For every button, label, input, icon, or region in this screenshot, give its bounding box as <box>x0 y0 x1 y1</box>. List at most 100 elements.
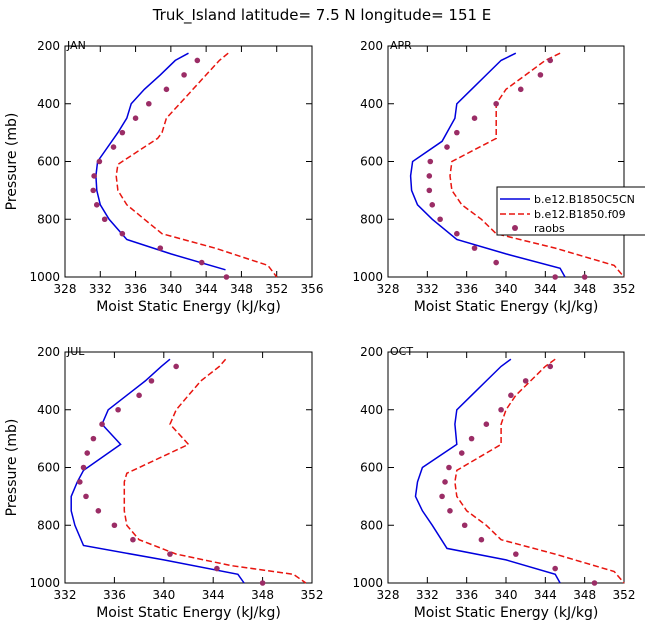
raobs-point-jul <box>83 493 89 500</box>
x-axis-label-jan: Moist Static Energy (kJ/kg) <box>96 299 281 315</box>
x-tick-label-jan: 348 <box>230 282 253 296</box>
y-tick-label-jul: 200 <box>37 345 60 359</box>
x-tick-label-oct: 332 <box>416 588 439 602</box>
raobs-point-apr <box>427 158 434 165</box>
raobs-point-apr <box>437 216 443 223</box>
x-tick-label-apr: 348 <box>573 282 596 296</box>
raobs-point-apr <box>471 115 478 121</box>
raobs-point-apr <box>493 100 499 107</box>
raobs-point-jul <box>84 450 91 456</box>
legend-box <box>496 186 645 236</box>
x-tick-label-jul: 332 <box>54 588 77 602</box>
raobs-point-apr <box>444 144 450 150</box>
panel-title-jan: JAN <box>66 39 86 52</box>
raobs-point-apr <box>547 57 554 64</box>
panel-oct: OCT 328 332 336 340 344 348 352 200 400 600 800 1000… <box>352 345 635 621</box>
x-tick-label-jan: 352 <box>265 282 288 296</box>
raobs-point-apr <box>454 230 460 237</box>
figure-title: Truk_Island latitude= 7.5 N longitude= 1… <box>152 6 492 25</box>
raobs-point-oct <box>458 450 465 456</box>
x-tick-label-oct: 340 <box>495 588 518 602</box>
plot-frame-apr <box>387 45 625 278</box>
raobs-point-jul <box>111 522 118 529</box>
raobs-point-oct <box>513 551 519 557</box>
y-tick-label-oct: 1000 <box>352 576 383 590</box>
raobs-point-jul <box>115 406 121 413</box>
raobs-point-jan <box>146 100 152 107</box>
raobs-point-jul <box>259 580 266 586</box>
raobs-point-jul <box>148 378 155 384</box>
x-tick-label-jan: 344 <box>195 282 218 296</box>
raobs-point-jan <box>163 86 170 93</box>
series-line-b-e12-b1850c5cn-jan <box>95 52 226 271</box>
raobs-point-jan <box>181 72 187 78</box>
raobs-point-oct <box>442 479 448 485</box>
legend-label-model-b: b.e12.B1850.f09 <box>534 208 626 221</box>
raobs-point-oct <box>498 406 504 413</box>
x-tick-label-jan: 336 <box>124 282 147 296</box>
raobs-point-jul <box>130 536 136 543</box>
x-tick-label-oct: 352 <box>613 588 636 602</box>
raobs-point-jul <box>80 464 87 471</box>
raobs-point-apr <box>493 259 499 266</box>
raobs-point-apr <box>471 245 478 251</box>
raobs-point-apr <box>537 72 544 78</box>
y-tick-label-oct: 600 <box>360 461 383 475</box>
panel-jan: JAN 328 332 336 340 344 348 352 356 200 400 600 800 1… <box>4 39 323 315</box>
y-tick-label-jul: 800 <box>37 518 60 532</box>
raobs-point-apr <box>552 274 558 280</box>
raobs-point-oct <box>547 363 554 370</box>
x-axis-label-oct: Moist Static Energy (kJ/kg) <box>414 605 599 621</box>
x-tick-label-jan: 356 <box>301 282 324 296</box>
raobs-point-oct <box>447 508 453 514</box>
raobs-point-oct <box>446 464 452 471</box>
x-tick-label-apr: 352 <box>613 282 636 296</box>
panel-title-jul: JUL <box>66 345 85 358</box>
raobs-point-jan <box>198 259 205 266</box>
y-tick-label-jul: 400 <box>37 403 60 417</box>
raobs-point-jul <box>90 435 97 442</box>
y-tick-label-jan: 400 <box>37 97 60 111</box>
x-tick-label-apr: 328 <box>377 282 400 296</box>
x-tick-label-oct: 328 <box>377 588 400 602</box>
panel-title-apr: APR <box>390 39 412 52</box>
raobs-point-oct <box>478 536 485 543</box>
y-tick-label-jan: 1000 <box>29 270 60 284</box>
x-tick-label-apr: 336 <box>455 282 478 296</box>
raobs-point-jul <box>77 479 83 485</box>
raobs-point-oct <box>439 493 445 500</box>
raobs-point-jan <box>110 144 117 150</box>
y-tick-label-jul: 600 <box>37 461 60 475</box>
y-tick-label-oct: 400 <box>360 403 383 417</box>
y-tick-label-apr: 1000 <box>352 270 383 284</box>
raobs-point-oct <box>508 392 514 399</box>
x-tick-label-apr: 332 <box>416 282 439 296</box>
panel-jul: JUL 332 336 340 344 348 352 200 400 600 800 1000 Moi… <box>4 345 323 621</box>
raobs-point-apr <box>426 173 433 179</box>
x-tick-label-oct: 348 <box>573 588 596 602</box>
x-tick-label-jul: 352 <box>301 588 324 602</box>
raobs-point-jul <box>99 421 105 427</box>
raobs-point-jan <box>96 158 103 165</box>
x-axis-label-apr: Moist Static Energy (kJ/kg) <box>414 299 599 315</box>
raobs-point-apr <box>517 86 524 93</box>
legend-swatch-raobs <box>512 225 518 231</box>
raobs-point-apr <box>426 187 433 194</box>
x-tick-label-apr: 344 <box>534 282 557 296</box>
x-tick-label-apr: 340 <box>495 282 518 296</box>
raobs-point-oct <box>522 378 529 384</box>
series-line-b-e12-b1850-f09-apr <box>449 52 625 278</box>
raobs-point-apr <box>429 202 436 208</box>
series-line-b-e12-b1850-f09-jan <box>115 52 278 278</box>
y-tick-label-apr: 200 <box>360 39 383 53</box>
y-tick-label-apr: 400 <box>360 97 383 111</box>
legend: b.e12.B1850C5CN b.e12.B1850.f09 raobs <box>496 186 645 236</box>
x-tick-label-jul: 336 <box>103 588 126 602</box>
raobs-point-jan <box>119 230 126 237</box>
panel-apr: APR 328 332 336 340 344 348 352 200 400 600 800 1000… <box>352 39 635 315</box>
series-line-b-e12-b1850c5cn-oct <box>414 358 561 584</box>
x-tick-label-jan: 340 <box>159 282 182 296</box>
y-tick-label-jan: 600 <box>37 155 60 169</box>
y-axis-label-jan: Pressure (mb) <box>4 113 20 211</box>
